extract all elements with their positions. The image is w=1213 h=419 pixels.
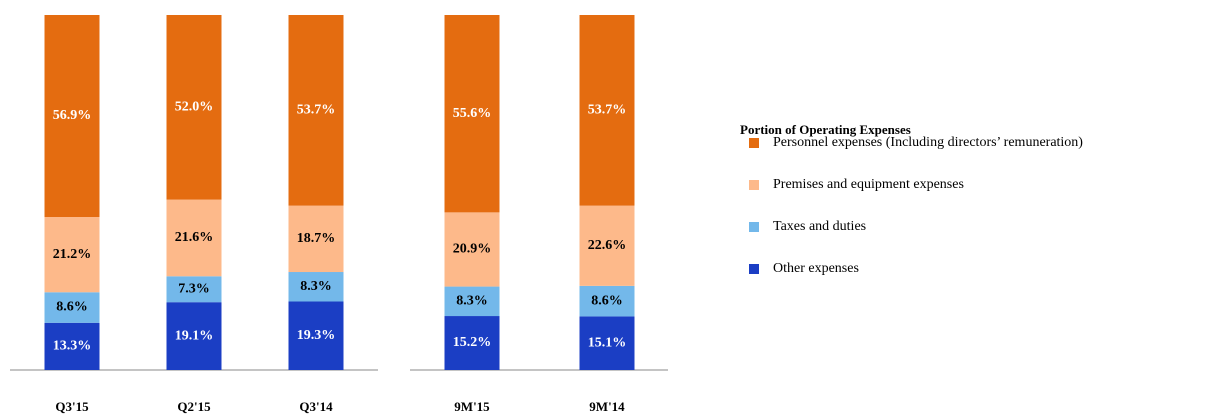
value-label: 21.2%	[53, 247, 92, 262]
x-tick-label: 9M'14	[589, 399, 625, 414]
value-label: 8.3%	[456, 294, 488, 309]
value-label: 53.7%	[297, 103, 336, 118]
bar-segment	[579, 15, 635, 206]
bar-segment	[288, 15, 344, 206]
x-tick-label: 9M'15	[454, 399, 490, 414]
legend-label: Taxes and duties	[773, 219, 866, 234]
legend-swatch	[749, 222, 759, 232]
bar-segment	[288, 272, 344, 302]
bar-segment	[579, 205, 635, 286]
value-label: 55.6%	[453, 106, 492, 121]
bar-segment	[444, 316, 500, 370]
value-label: 15.2%	[453, 335, 492, 350]
bar-segment	[579, 316, 635, 370]
value-label: 20.9%	[453, 242, 492, 257]
legend-swatch	[749, 138, 759, 148]
value-label: 21.6%	[175, 230, 214, 245]
bar-segment	[288, 301, 344, 370]
value-label: 53.7%	[588, 103, 627, 118]
value-label: 8.6%	[591, 293, 623, 308]
legend-title: Portion of Operating Expenses	[740, 122, 911, 137]
bar-segment	[166, 199, 222, 277]
bar-segment	[44, 322, 100, 370]
bar-segment	[166, 276, 222, 303]
bar-segment	[44, 15, 100, 217]
value-label: 19.3%	[297, 328, 336, 343]
legend-swatch	[749, 180, 759, 190]
bar-segment	[579, 285, 635, 317]
bar-segment	[444, 15, 500, 213]
value-label: 18.7%	[297, 231, 336, 246]
legend-label: Personnel expenses (Including directors’…	[773, 135, 1083, 150]
value-label: 15.1%	[588, 335, 627, 350]
value-label: 13.3%	[53, 339, 92, 354]
value-label: 52.0%	[175, 100, 214, 115]
bar-segment	[44, 292, 100, 323]
x-tick-label: Q3'15	[55, 399, 89, 414]
bar-segment	[444, 212, 500, 287]
bar-segment	[288, 205, 344, 273]
legend-label: Other expenses	[773, 261, 859, 276]
legend-label: Premises and equipment expenses	[773, 177, 964, 192]
x-tick-label: Q2'15	[177, 399, 211, 414]
x-tick-label: Q3'14	[299, 399, 333, 414]
value-label: 8.3%	[300, 279, 332, 294]
bar-segment	[166, 302, 222, 370]
legend-swatch	[749, 264, 759, 274]
value-label: 7.3%	[178, 281, 210, 296]
value-label: 56.9%	[53, 108, 92, 123]
bar-segment	[166, 15, 222, 200]
value-label: 22.6%	[588, 238, 627, 253]
value-label: 19.1%	[175, 328, 214, 343]
bar-segment	[444, 286, 500, 317]
bar-segment	[44, 216, 100, 293]
value-label: 8.6%	[56, 300, 88, 315]
